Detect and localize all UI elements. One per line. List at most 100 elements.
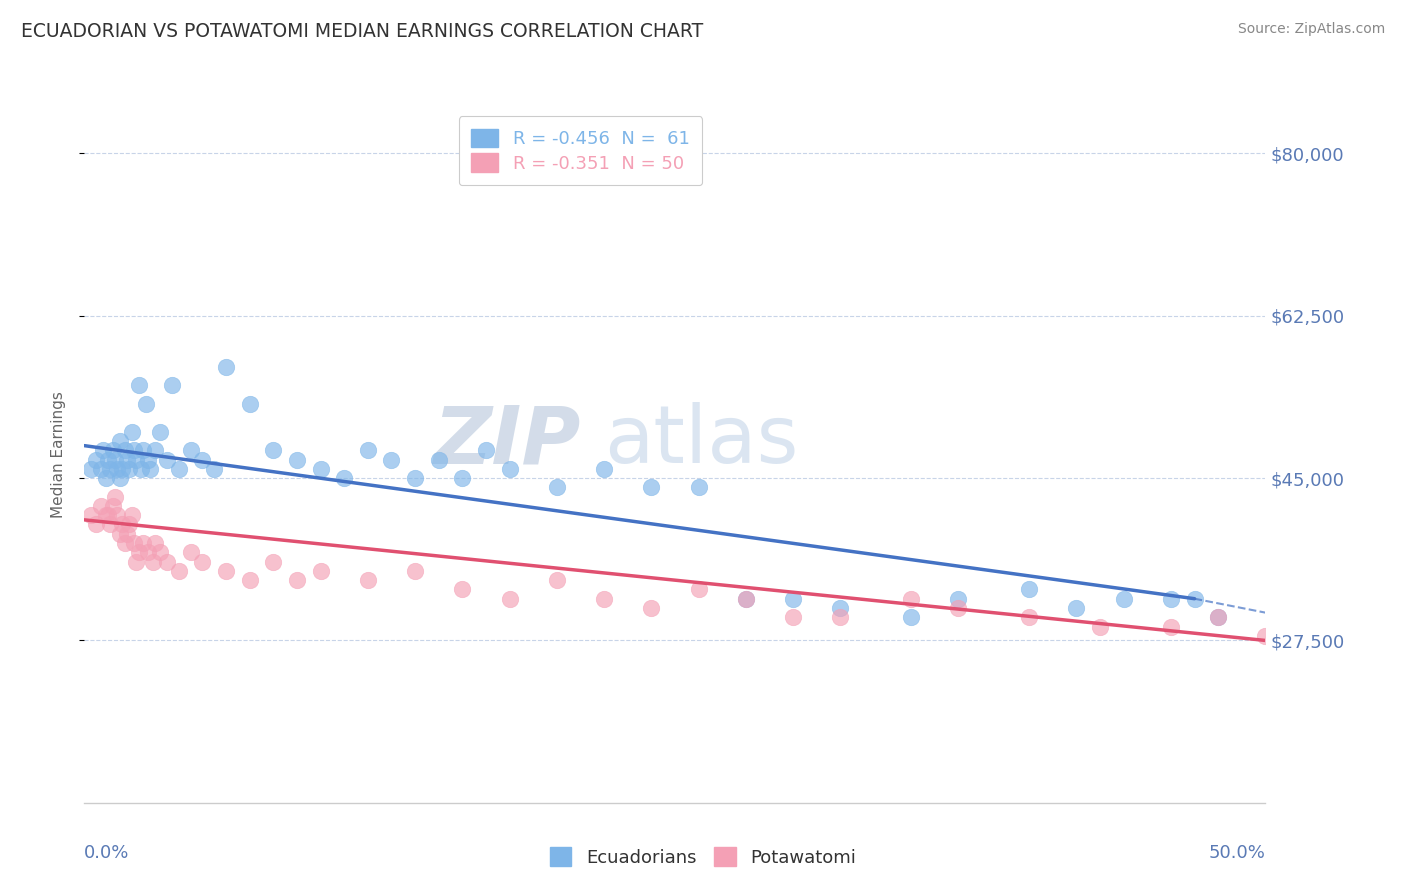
Point bbox=[640, 480, 662, 494]
Point bbox=[593, 462, 616, 476]
Point bbox=[136, 452, 159, 467]
Point bbox=[830, 610, 852, 624]
Legend: Ecuadorians, Potawatomi: Ecuadorians, Potawatomi bbox=[543, 840, 863, 874]
Point bbox=[1066, 601, 1088, 615]
Point bbox=[451, 471, 474, 485]
Point bbox=[97, 508, 120, 523]
Point bbox=[132, 443, 155, 458]
Point bbox=[80, 508, 103, 523]
Point bbox=[948, 591, 970, 606]
Point bbox=[108, 434, 131, 448]
Point bbox=[380, 452, 402, 467]
Point bbox=[357, 443, 380, 458]
Point bbox=[101, 443, 124, 458]
Point bbox=[107, 462, 129, 476]
Point bbox=[121, 425, 143, 439]
Point bbox=[108, 526, 131, 541]
Point bbox=[114, 536, 136, 550]
Point bbox=[830, 601, 852, 615]
Point bbox=[546, 573, 568, 587]
Point bbox=[149, 545, 172, 559]
Point bbox=[125, 555, 148, 569]
Point bbox=[948, 601, 970, 615]
Point bbox=[262, 555, 284, 569]
Point bbox=[167, 462, 190, 476]
Point bbox=[640, 601, 662, 615]
Y-axis label: Median Earnings: Median Earnings bbox=[51, 392, 66, 518]
Point bbox=[91, 443, 114, 458]
Point bbox=[142, 555, 165, 569]
Point bbox=[1160, 591, 1182, 606]
Text: 0.0%: 0.0% bbox=[84, 845, 129, 863]
Point bbox=[90, 499, 112, 513]
Point bbox=[546, 480, 568, 494]
Point bbox=[129, 462, 152, 476]
Text: Source: ZipAtlas.com: Source: ZipAtlas.com bbox=[1237, 22, 1385, 37]
Point bbox=[107, 508, 129, 523]
Point bbox=[1206, 610, 1229, 624]
Point bbox=[451, 582, 474, 597]
Point bbox=[139, 462, 162, 476]
Point bbox=[498, 462, 520, 476]
Point bbox=[118, 462, 141, 476]
Point bbox=[239, 397, 262, 411]
Point bbox=[498, 591, 520, 606]
Point bbox=[404, 564, 426, 578]
Point bbox=[1018, 582, 1040, 597]
Point bbox=[1018, 610, 1040, 624]
Point bbox=[1206, 610, 1229, 624]
Point bbox=[782, 591, 804, 606]
Point bbox=[160, 378, 183, 392]
Point bbox=[1254, 629, 1277, 643]
Point bbox=[143, 536, 166, 550]
Point bbox=[734, 591, 756, 606]
Point bbox=[333, 471, 356, 485]
Point bbox=[167, 564, 190, 578]
Point bbox=[115, 452, 138, 467]
Point bbox=[84, 517, 107, 532]
Point bbox=[215, 564, 238, 578]
Point bbox=[108, 471, 131, 485]
Text: 50.0%: 50.0% bbox=[1209, 845, 1265, 863]
Point bbox=[1184, 591, 1206, 606]
Point bbox=[90, 462, 112, 476]
Point bbox=[1088, 619, 1111, 633]
Point bbox=[135, 397, 157, 411]
Point bbox=[84, 452, 107, 467]
Point bbox=[427, 452, 450, 467]
Point bbox=[136, 545, 159, 559]
Text: atlas: atlas bbox=[605, 402, 799, 480]
Point bbox=[101, 499, 124, 513]
Point bbox=[688, 480, 710, 494]
Point bbox=[122, 443, 145, 458]
Point bbox=[202, 462, 225, 476]
Point bbox=[111, 517, 134, 532]
Point bbox=[94, 471, 117, 485]
Point bbox=[1160, 619, 1182, 633]
Point bbox=[782, 610, 804, 624]
Point bbox=[191, 452, 214, 467]
Text: ZIP: ZIP bbox=[433, 402, 581, 480]
Point bbox=[593, 591, 616, 606]
Point bbox=[104, 452, 127, 467]
Point bbox=[900, 591, 922, 606]
Point bbox=[156, 452, 179, 467]
Point bbox=[128, 545, 150, 559]
Point bbox=[309, 462, 332, 476]
Point bbox=[734, 591, 756, 606]
Point bbox=[143, 443, 166, 458]
Point bbox=[180, 443, 202, 458]
Point bbox=[128, 378, 150, 392]
Point bbox=[97, 452, 120, 467]
Point bbox=[191, 555, 214, 569]
Point bbox=[121, 508, 143, 523]
Point bbox=[475, 443, 498, 458]
Point bbox=[156, 555, 179, 569]
Point bbox=[688, 582, 710, 597]
Point bbox=[132, 536, 155, 550]
Point bbox=[900, 610, 922, 624]
Point bbox=[118, 517, 141, 532]
Point bbox=[180, 545, 202, 559]
Legend: R = -0.456  N =  61, R = -0.351  N = 50: R = -0.456 N = 61, R = -0.351 N = 50 bbox=[458, 116, 702, 186]
Point bbox=[215, 359, 238, 374]
